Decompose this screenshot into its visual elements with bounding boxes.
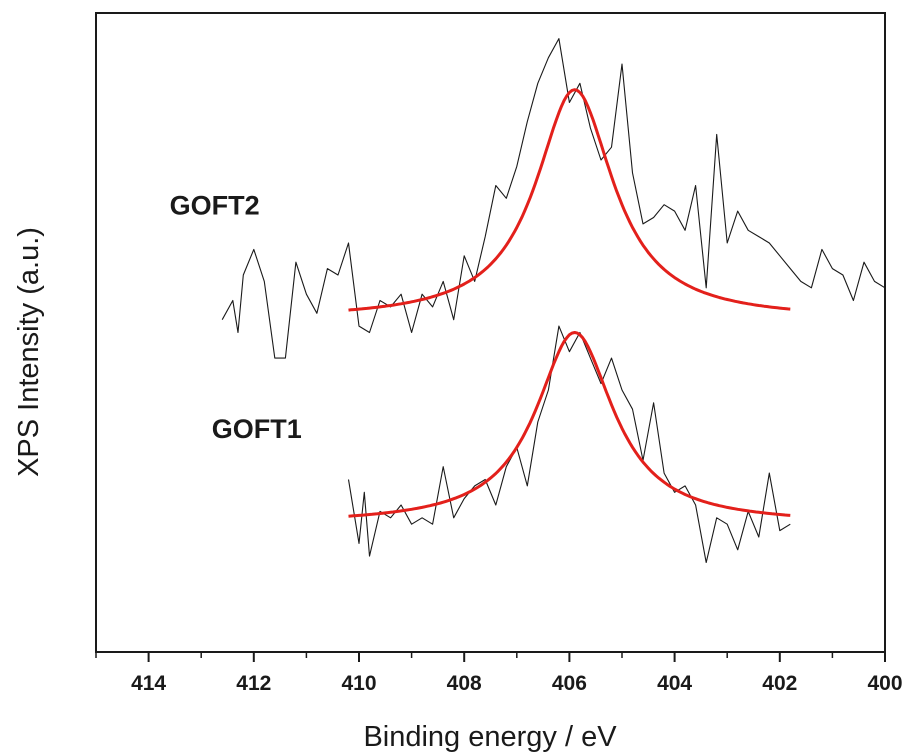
- x-tick-label: 406: [552, 672, 587, 695]
- goft2-raw-spectrum: [221, 38, 886, 359]
- x-axis-title: Binding energy / eV: [363, 721, 617, 753]
- y-axis-title: XPS Intensity (a.u.): [13, 227, 45, 477]
- goft1-fit-curve: [348, 331, 791, 518]
- goft2-fit-curve: [348, 88, 791, 312]
- plot-frame: [95, 12, 886, 653]
- x-tick-label: 414: [131, 672, 166, 695]
- goft1-label: GOFT1: [212, 414, 302, 444]
- x-tick-label: 400: [867, 672, 902, 695]
- series-group: GOFT2 GOFT1: [170, 38, 886, 564]
- x-tick-labels: 414 412 410 408 406 404 402 400: [131, 672, 902, 695]
- x-tick-label: 408: [447, 672, 482, 695]
- x-ticks: [95, 652, 886, 662]
- goft1-raw-spectrum: [347, 325, 791, 564]
- x-tick-label: 410: [341, 672, 376, 695]
- x-tick-label: 404: [657, 672, 692, 695]
- x-tick-label: 402: [762, 672, 797, 695]
- x-tick-label: 412: [236, 672, 271, 695]
- goft2-label: GOFT2: [170, 190, 260, 220]
